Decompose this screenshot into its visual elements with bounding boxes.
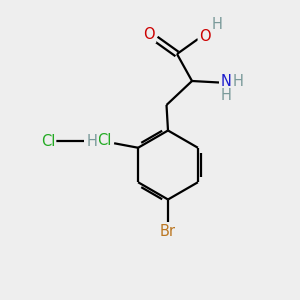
- Text: Cl: Cl: [41, 134, 55, 148]
- Text: Cl: Cl: [97, 133, 112, 148]
- Text: N: N: [220, 74, 231, 88]
- Text: H: H: [212, 17, 223, 32]
- Text: H: H: [87, 134, 98, 148]
- Text: Br: Br: [160, 224, 176, 239]
- Text: O: O: [144, 27, 155, 42]
- Text: H: H: [233, 74, 244, 88]
- Text: H: H: [220, 88, 231, 103]
- Text: O: O: [199, 28, 210, 44]
